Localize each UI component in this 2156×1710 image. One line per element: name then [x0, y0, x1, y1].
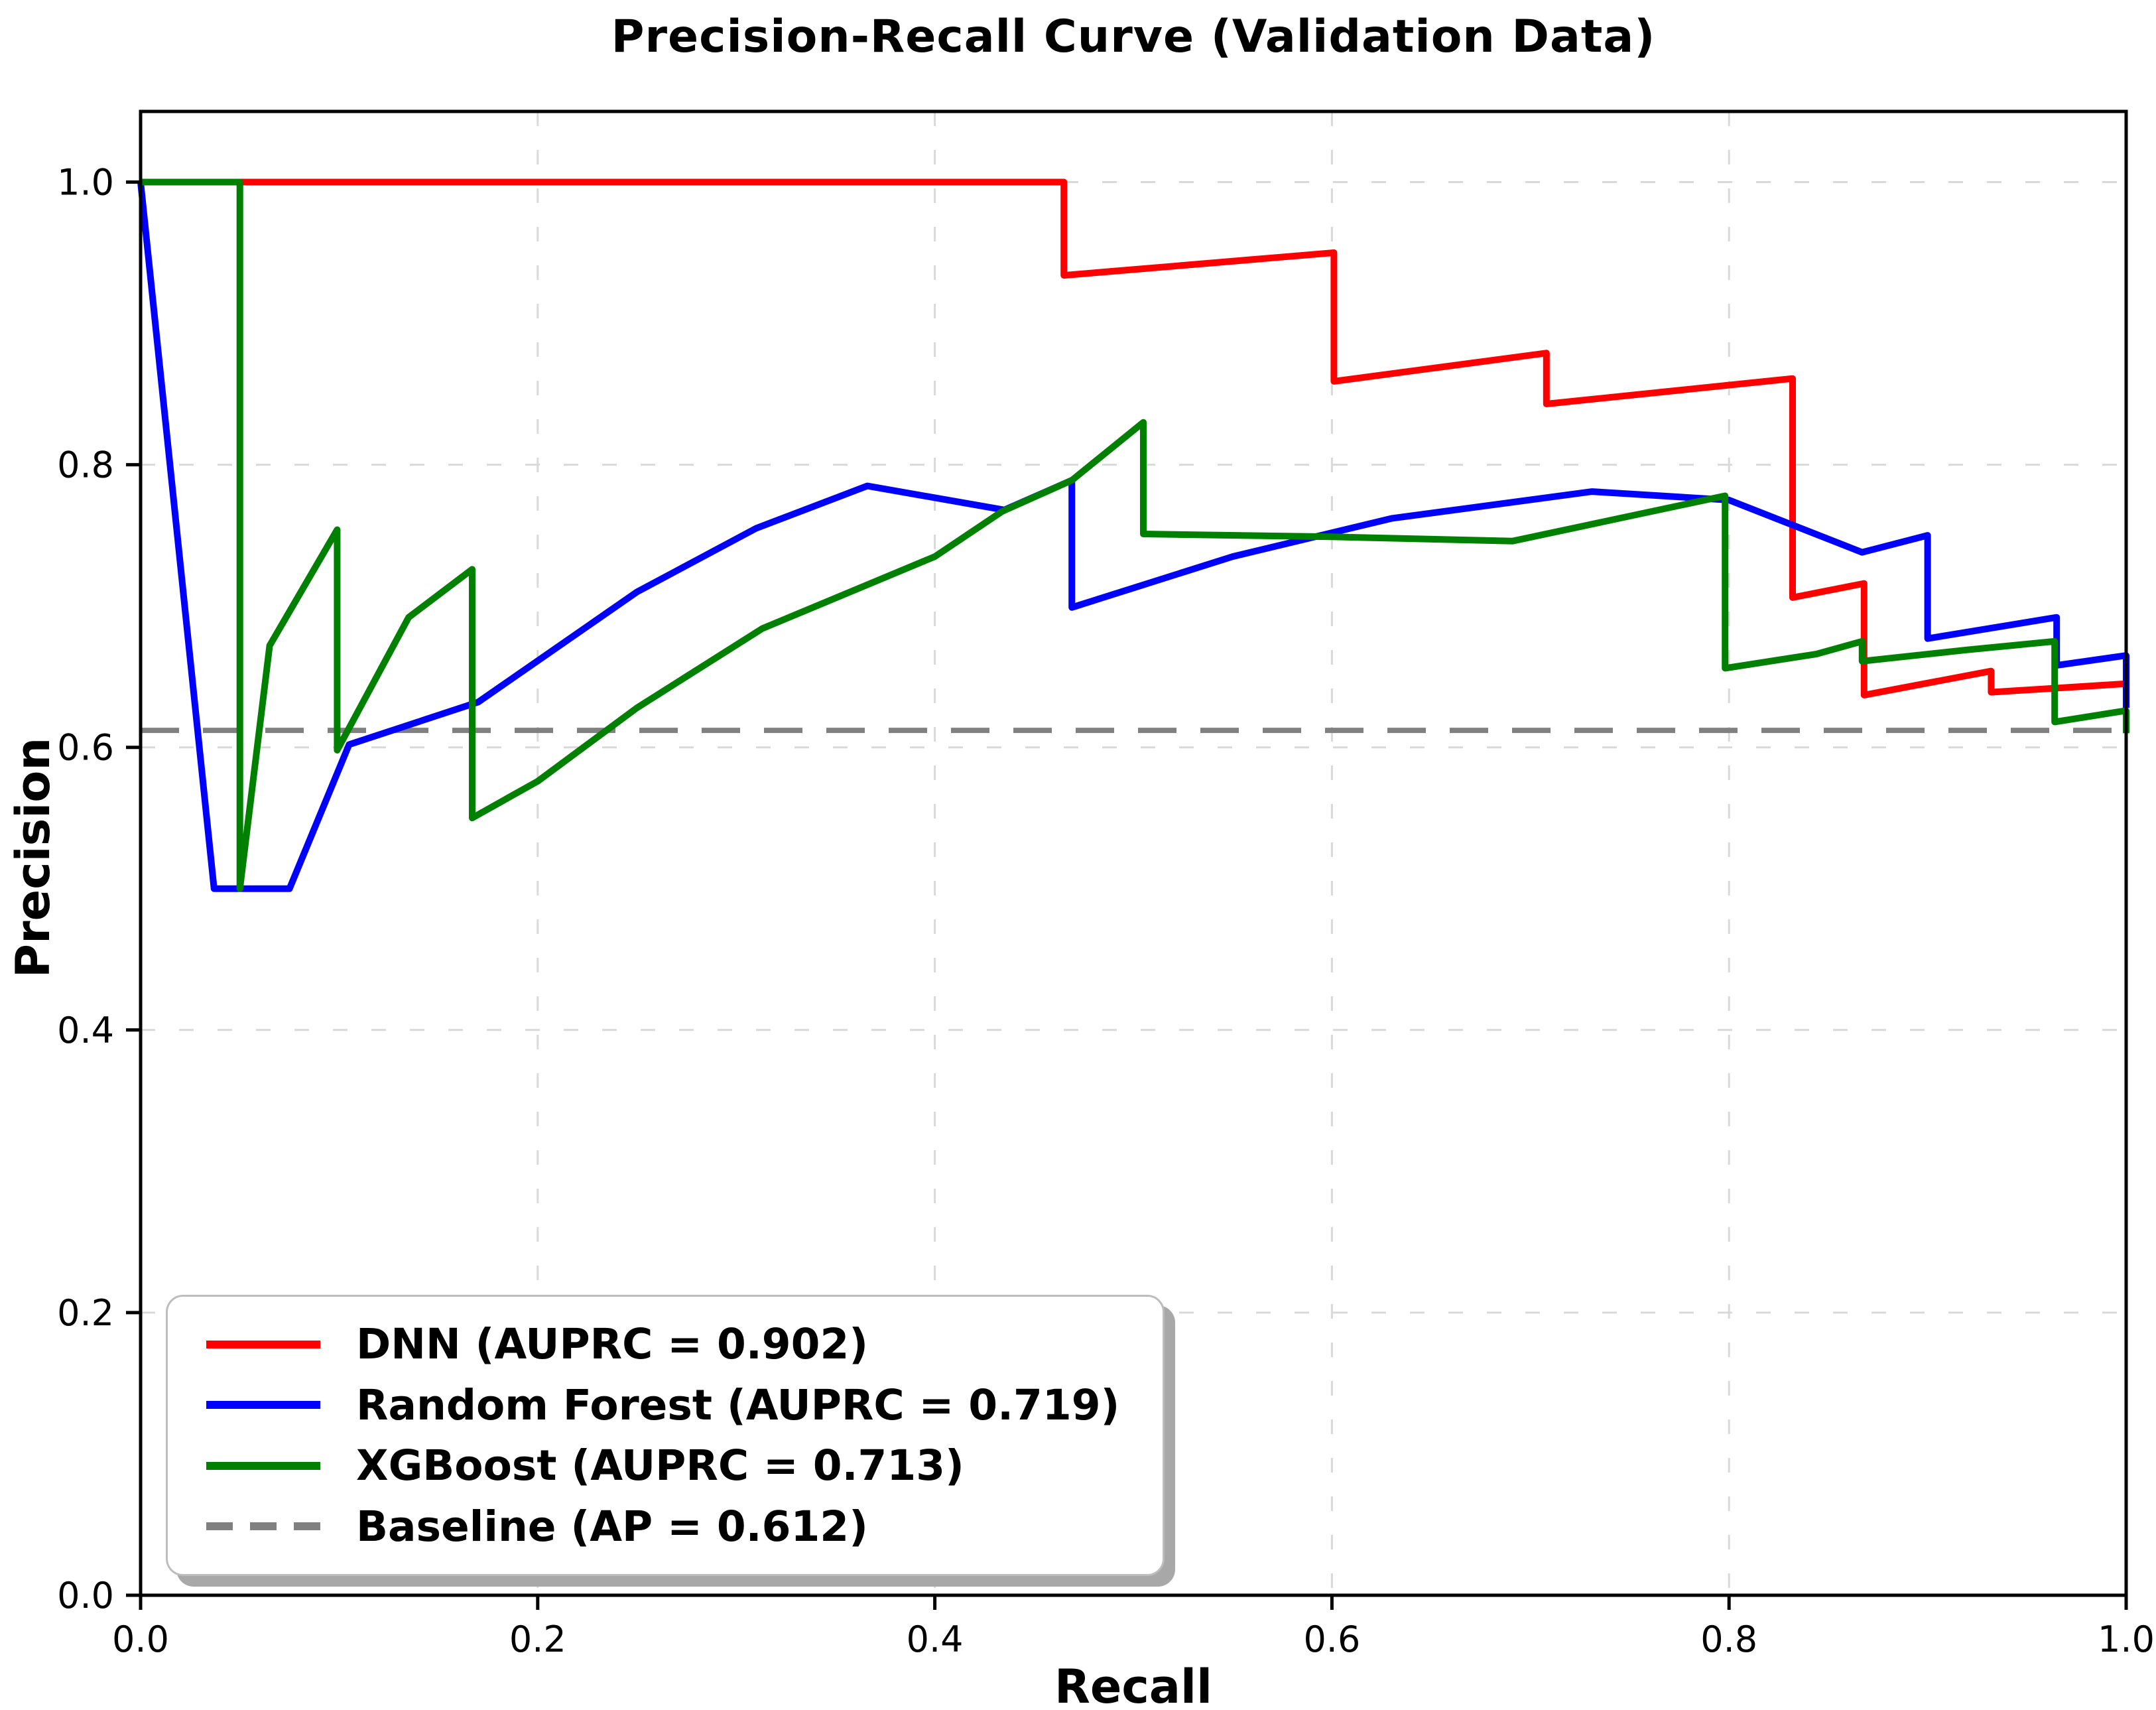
x-tick-label: 0.2 — [509, 1618, 566, 1660]
x-tick-label: 0.8 — [1700, 1618, 1757, 1660]
y-tick-label: 0.8 — [57, 444, 114, 486]
legend-row: Random Forest (AUPRC = 0.719) — [206, 1378, 1149, 1431]
legend-line-swatch — [206, 1340, 320, 1348]
legend-label: Baseline (AP = 0.612) — [356, 1502, 868, 1551]
legend-line-swatch — [206, 1461, 320, 1470]
y-tick-label: 1.0 — [57, 162, 114, 204]
legend-label: DNN (AUPRC = 0.902) — [356, 1320, 869, 1369]
plot-spines — [139, 109, 2128, 1597]
y-tick-label: 0.6 — [57, 727, 114, 769]
legend-dashed-line-swatch — [206, 1522, 320, 1531]
x-tick-label: 0.0 — [112, 1618, 169, 1660]
x-tick-label: 0.4 — [907, 1618, 964, 1660]
x-tick-label: 1.0 — [2098, 1618, 2155, 1660]
legend-box: DNN (AUPRC = 0.902) Random Forest (AUPRC … — [166, 1295, 1165, 1576]
legend-row: Baseline (AP = 0.612) — [206, 1500, 1149, 1553]
legend-line-swatch — [206, 1401, 320, 1410]
y-tick-label: 0.0 — [57, 1575, 114, 1616]
x-axis-label: Recall — [1054, 1660, 1213, 1710]
legend-row: XGBoost (AUPRC = 0.713) — [206, 1439, 1149, 1492]
x-tick-label: 0.6 — [1303, 1618, 1360, 1660]
series-random-forest-line — [137, 181, 2129, 892]
y-tick-label: 0.4 — [57, 1010, 114, 1051]
y-axis-label: Precision — [6, 737, 60, 978]
legend-label: Random Forest (AUPRC = 0.719) — [356, 1380, 1120, 1429]
legend-label: XGBoost (AUPRC = 0.713) — [356, 1441, 964, 1490]
chart-title: Precision-Recall Curve (Validation Data) — [611, 11, 1656, 63]
legend-row: DNN (AUPRC = 0.902) — [206, 1318, 1149, 1371]
y-tick-label: 0.2 — [57, 1292, 114, 1334]
series-xgboost-line — [141, 178, 2129, 892]
series-dnn-line — [141, 178, 2127, 698]
